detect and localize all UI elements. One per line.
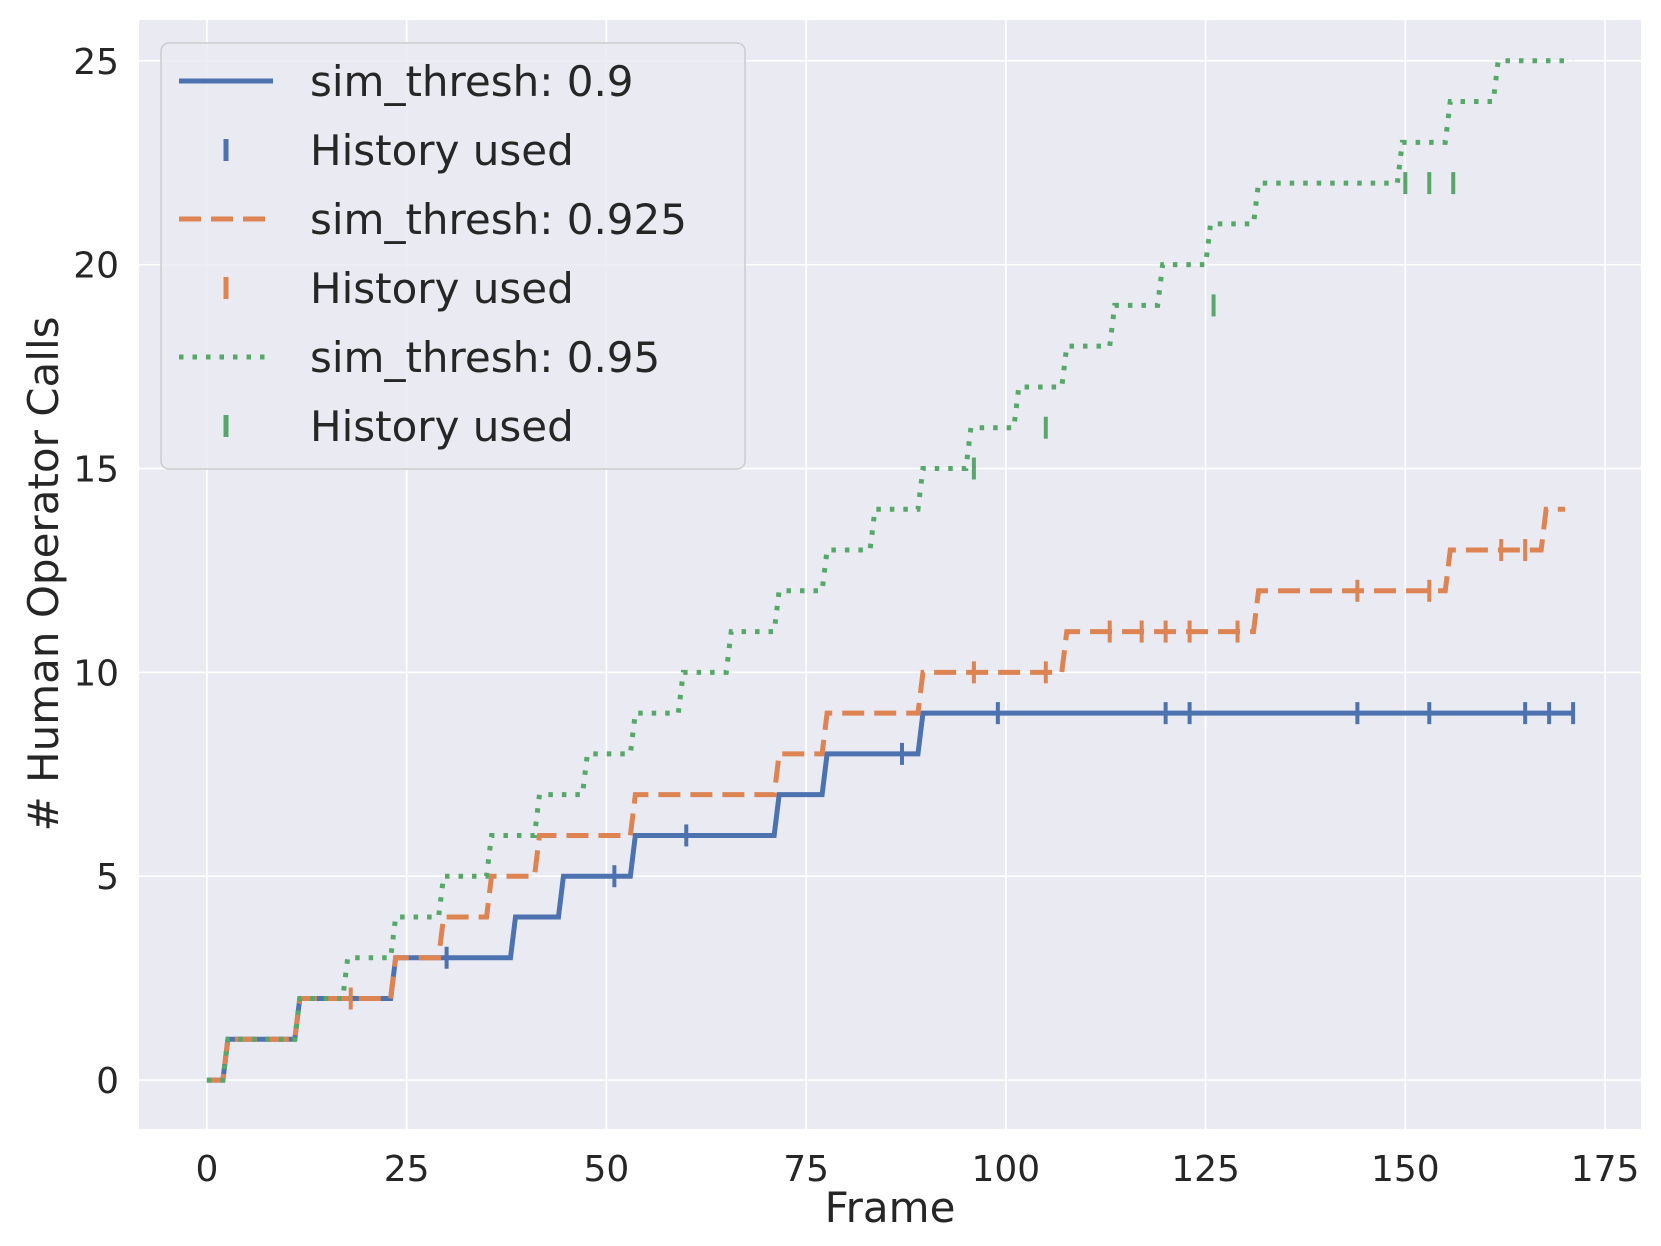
- series-line-1: [206, 506, 1566, 1083]
- series-line-2: [206, 58, 1574, 1083]
- y-tick-label-0: 0: [96, 1061, 119, 1102]
- legend-box: [160, 42, 746, 470]
- x-tick-label-75: 75: [783, 1149, 829, 1190]
- y-tick-label-15: 15: [73, 449, 119, 490]
- series-lines: [206, 58, 1574, 1083]
- x-axis-title: Frame: [825, 1183, 956, 1232]
- y-axis-title: # Human Operator Calls: [19, 317, 68, 832]
- legend: sim_thresh: 0.9 History used sim_thresh: 0…: [160, 42, 746, 470]
- legend-marker-label-0: History used: [310, 126, 574, 175]
- x-tick-label-25: 25: [384, 1149, 430, 1190]
- x-tick-label-50: 50: [583, 1149, 629, 1190]
- legend-marker-label-1: History used: [310, 264, 574, 313]
- legend-label-1: sim_thresh: 0.925: [310, 195, 687, 244]
- tick-labels: 0 25 50 75 100 125 150 175 0 5 10 15 20 25: [73, 42, 1639, 1190]
- x-tick-label-175: 175: [1571, 1149, 1640, 1190]
- x-tick-label-0: 0: [195, 1149, 218, 1190]
- legend-label-0: sim_thresh: 0.9: [310, 57, 634, 106]
- x-tick-label-100: 100: [971, 1149, 1040, 1190]
- history-markers: [348, 172, 1576, 1010]
- legend-label-2: sim_thresh: 0.95: [310, 333, 660, 382]
- y-tick-label-25: 25: [73, 42, 119, 83]
- y-tick-label-5: 5: [96, 857, 119, 898]
- y-tick-label-20: 20: [73, 246, 119, 287]
- x-tick-label-125: 125: [1171, 1149, 1240, 1190]
- legend-marker-label-2: History used: [310, 402, 574, 451]
- x-tick-label-150: 150: [1371, 1149, 1440, 1190]
- y-tick-label-10: 10: [73, 653, 119, 694]
